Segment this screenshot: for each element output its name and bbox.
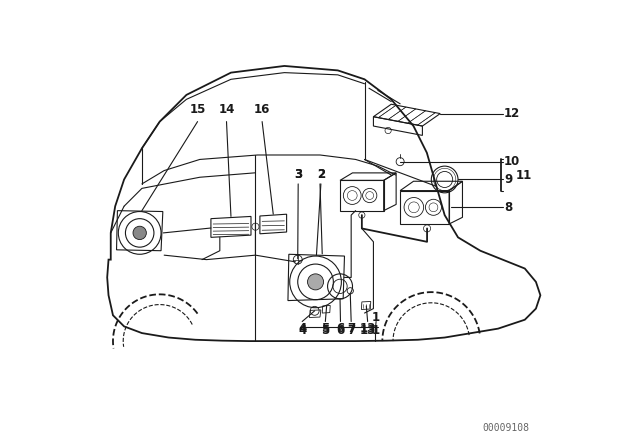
Text: 13: 13 [360,324,376,337]
Text: 14: 14 [218,103,235,116]
Text: 4: 4 [298,322,307,335]
Text: 9: 9 [504,173,512,186]
Text: 13: 13 [360,322,376,335]
Text: 2: 2 [317,168,325,181]
Text: 11: 11 [516,168,532,181]
Text: 12: 12 [504,107,520,120]
Text: 16: 16 [254,103,270,116]
Text: 4: 4 [298,324,307,337]
Circle shape [133,226,147,240]
Text: 10: 10 [504,155,520,168]
Text: 3: 3 [294,168,302,181]
Text: 1: 1 [372,311,380,324]
Text: 7: 7 [347,322,355,335]
Text: 7: 7 [347,324,355,337]
Text: 2: 2 [317,168,325,181]
Text: 6: 6 [337,322,344,335]
Text: 1: 1 [372,324,380,337]
Text: 15: 15 [189,103,205,116]
Text: 6: 6 [337,324,344,337]
Text: 5: 5 [321,322,330,335]
Text: 8: 8 [504,201,512,214]
Text: 00009108: 00009108 [483,423,529,433]
Circle shape [308,274,324,290]
Text: 5: 5 [321,324,330,337]
Text: 3: 3 [294,168,302,181]
